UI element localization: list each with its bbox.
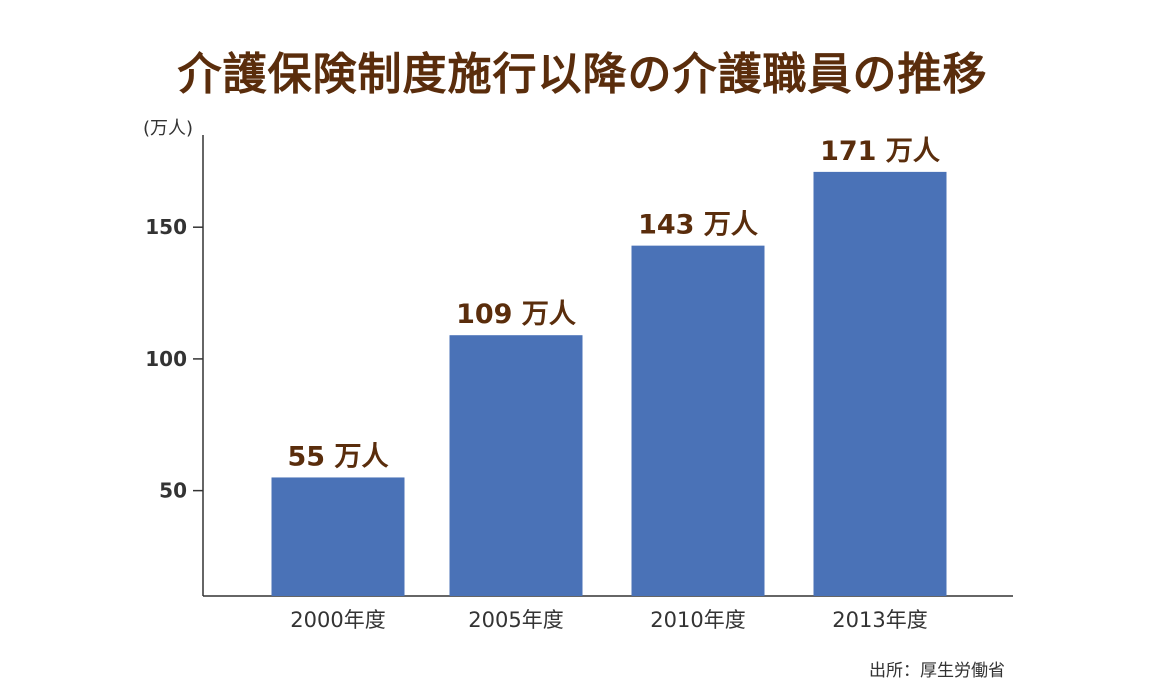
y-tick-label: 100 bbox=[145, 347, 187, 371]
chart-title: 介護保険制度施行以降の介護職員の推移 bbox=[177, 49, 988, 100]
bar-value-label: 109 万人 bbox=[456, 299, 576, 330]
x-tick-label: 2005年度 bbox=[468, 608, 563, 632]
x-tick-label: 2010年度 bbox=[650, 608, 745, 632]
source-note: 出所：厚生労働省 bbox=[869, 661, 1005, 681]
y-axis-label: (万人) bbox=[143, 118, 193, 139]
x-tick-label: 2013年度 bbox=[832, 608, 927, 632]
plot-area: (万人) 50 100 150 55 万人 2000年度 109 万人 2005年度 143 万… bbox=[143, 118, 1013, 632]
bar bbox=[813, 171, 947, 596]
bar bbox=[271, 477, 405, 596]
y-tick-label: 150 bbox=[145, 215, 187, 239]
bar bbox=[449, 335, 583, 596]
y-tick-label: 50 bbox=[159, 479, 187, 503]
bar-value-label: 55 万人 bbox=[288, 441, 389, 472]
bar-value-label: 171 万人 bbox=[820, 136, 940, 167]
x-tick-label: 2000年度 bbox=[290, 608, 385, 632]
bar bbox=[631, 245, 765, 596]
bar-value-label: 143 万人 bbox=[638, 210, 758, 241]
